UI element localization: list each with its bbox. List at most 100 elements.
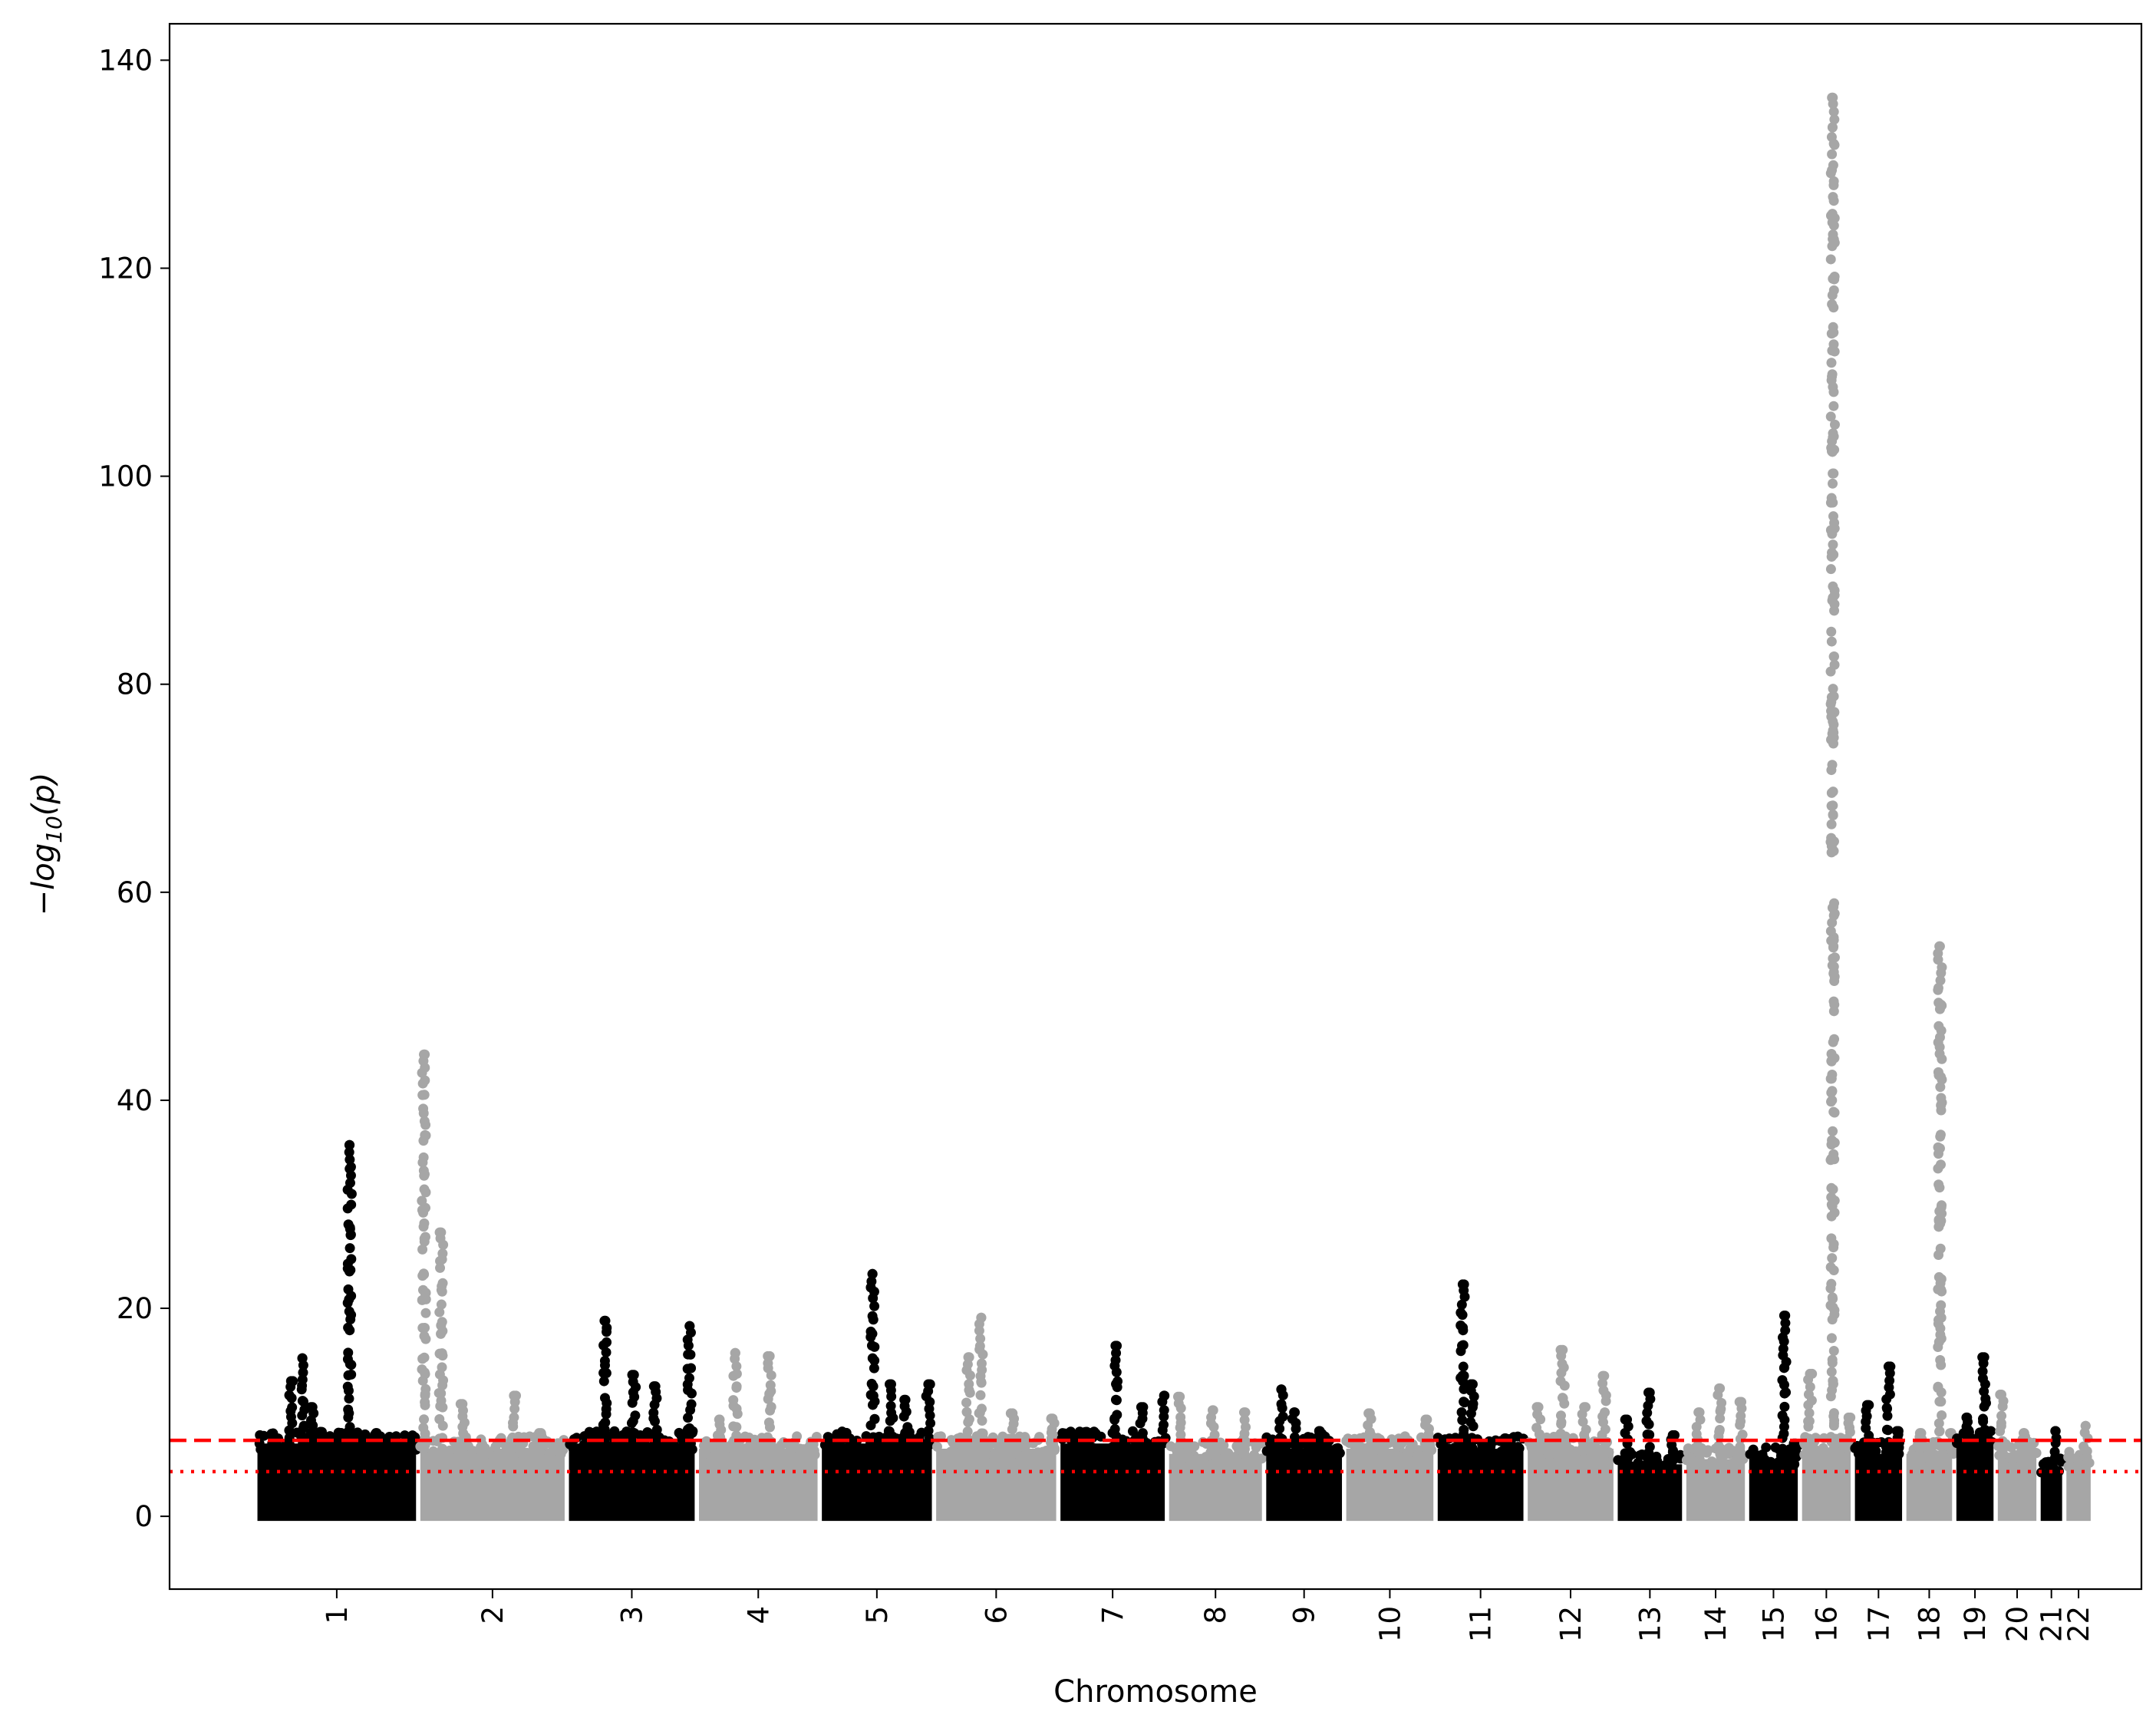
- snp-point: [1826, 1333, 1837, 1344]
- snp-point: [1702, 1447, 1713, 1458]
- snp-point: [1456, 1406, 1467, 1417]
- x-tick-label: 16: [1810, 1606, 1843, 1642]
- snp-point: [1780, 1317, 1791, 1328]
- snp-point: [975, 1390, 986, 1400]
- snp-point: [1829, 599, 1840, 609]
- chromosome-5-background-snps: [822, 1443, 932, 1522]
- snp-point: [1444, 1445, 1455, 1456]
- snp-point: [1350, 1449, 1360, 1459]
- snp-point: [1935, 1129, 1946, 1140]
- x-tick-label: 9: [1288, 1606, 1321, 1624]
- snp-point: [1827, 217, 1838, 228]
- snp-point: [1555, 1410, 1566, 1421]
- snp-point: [1289, 1432, 1300, 1443]
- snp-point: [1827, 371, 1838, 382]
- snp-point: [1577, 1416, 1588, 1427]
- x-tick-label: 14: [1699, 1606, 1732, 1642]
- peak-snp-point: [1914, 1428, 1925, 1439]
- peak-snp-point: [1893, 1426, 1904, 1436]
- snp-point: [1379, 1444, 1390, 1455]
- peak-snp-point: [1979, 1352, 1990, 1363]
- snp-point: [1455, 1308, 1466, 1318]
- snp-point: [457, 1436, 468, 1446]
- snp-point: [974, 1341, 985, 1351]
- snp-point: [1826, 132, 1837, 143]
- peak-snp-point: [793, 1443, 803, 1454]
- snp-point: [284, 1390, 295, 1400]
- x-tick-label: 20: [2001, 1606, 2034, 1642]
- snp-point: [1111, 1347, 1122, 1358]
- snp-point: [1828, 691, 1839, 701]
- snp-point: [731, 1430, 742, 1441]
- snp-point: [1827, 209, 1838, 219]
- peak-snp-point: [1314, 1426, 1325, 1436]
- snp-point: [1778, 1344, 1788, 1354]
- snp-point: [1512, 1445, 1523, 1456]
- snp-point: [1825, 699, 1836, 710]
- snp-point: [1828, 107, 1839, 117]
- snp-point: [1184, 1453, 1195, 1463]
- snp-point: [766, 1443, 777, 1454]
- snp-point: [1777, 1443, 1788, 1454]
- snp-point: [417, 1205, 427, 1215]
- snp-point: [1853, 1446, 1864, 1456]
- snp-point: [344, 1393, 354, 1404]
- snp-point: [298, 1367, 308, 1378]
- peak-snp-point: [1779, 1311, 1789, 1321]
- snp-point: [1827, 165, 1838, 176]
- snp-point: [420, 1130, 431, 1141]
- snp-point: [1557, 1393, 1568, 1403]
- snp-point: [419, 1331, 430, 1341]
- snp-point: [1597, 1378, 1608, 1389]
- snp-point: [1884, 1375, 1895, 1386]
- snp-point: [731, 1381, 742, 1392]
- snp-point: [1933, 1179, 1944, 1190]
- snp-point: [1825, 836, 1836, 847]
- snp-point: [1803, 1416, 1814, 1426]
- x-tick-label: 15: [1757, 1606, 1790, 1642]
- snp-point: [851, 1444, 862, 1455]
- snp-point: [1934, 1426, 1945, 1437]
- snp-point: [1828, 1265, 1839, 1276]
- snp-point: [1803, 1389, 1814, 1400]
- peak-snp-point: [1861, 1400, 1872, 1410]
- peak-snp-point: [976, 1312, 987, 1323]
- peak-snp-point: [1934, 941, 1945, 951]
- snp-point: [1936, 1100, 1947, 1110]
- y-tick-label: 140: [98, 44, 153, 77]
- snp-point: [436, 1395, 447, 1406]
- snp-point: [344, 1178, 355, 1189]
- peak-snp-point: [1422, 1414, 1432, 1425]
- snp-point: [868, 1390, 879, 1401]
- snp-point: [1089, 1426, 1099, 1437]
- snp-point: [976, 1358, 987, 1369]
- snp-point: [1653, 1464, 1664, 1475]
- peak-snp-point: [418, 1049, 429, 1060]
- snp-point: [686, 1363, 697, 1373]
- chromosome-4-points: [698, 1347, 822, 1522]
- snp-point: [1828, 176, 1839, 186]
- snp-point: [866, 1341, 877, 1351]
- snp-point: [417, 1157, 428, 1168]
- snp-point: [1620, 1448, 1630, 1459]
- snp-point: [1828, 725, 1838, 736]
- snp-point: [1828, 285, 1839, 295]
- snp-point: [1307, 1449, 1317, 1459]
- snp-point: [961, 1397, 972, 1408]
- chromosome-12-background-snps: [1528, 1449, 1614, 1522]
- snp-point: [765, 1380, 776, 1390]
- peak-snp-point: [509, 1390, 519, 1401]
- snp-point: [2065, 1453, 2075, 1464]
- snp-point: [1276, 1399, 1287, 1410]
- peak-snp-point: [307, 1402, 318, 1413]
- peak-snp-point: [1579, 1402, 1590, 1413]
- chromosome-17-points: [1850, 1361, 1904, 1522]
- chromosome-19-background-snps: [1956, 1443, 1994, 1522]
- snp-point: [1641, 1416, 1652, 1426]
- x-axis-label: Chromosome: [1053, 1674, 1258, 1710]
- snp-point: [437, 1380, 448, 1390]
- snp-point: [1828, 846, 1839, 856]
- snp-point: [1826, 1192, 1837, 1202]
- snp-point: [1826, 800, 1837, 811]
- snp-point: [1828, 549, 1839, 560]
